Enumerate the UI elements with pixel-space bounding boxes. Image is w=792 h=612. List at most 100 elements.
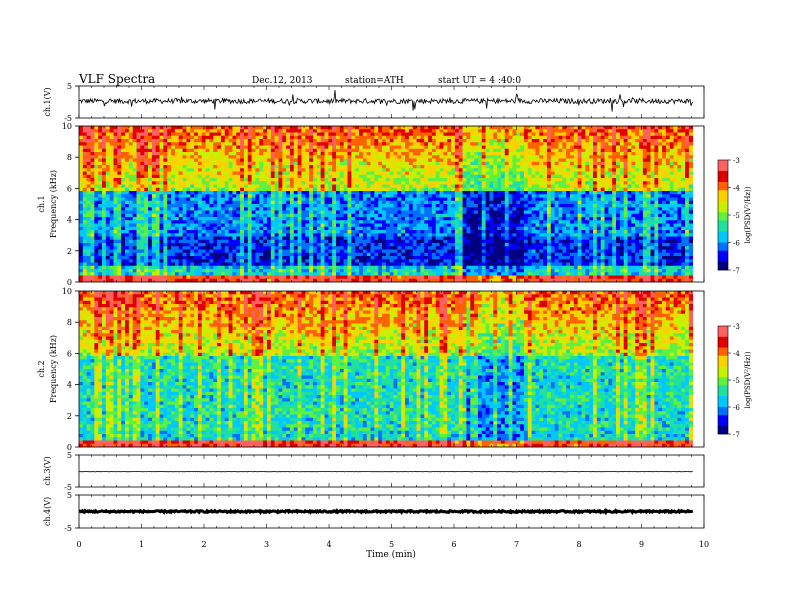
spectrogram-cell bbox=[393, 184, 398, 189]
spectrogram-cell bbox=[213, 220, 218, 224]
spectrogram-cell bbox=[397, 168, 402, 172]
spectrogram-cell bbox=[347, 178, 352, 182]
spectrogram-cell bbox=[132, 243, 137, 247]
spectrogram-cell bbox=[167, 187, 172, 192]
spectrogram-cell bbox=[144, 256, 149, 260]
spectrogram-cell bbox=[316, 213, 321, 218]
spectrogram-cell bbox=[86, 272, 91, 276]
spectrogram-cell bbox=[182, 220, 187, 224]
spectrogram-cell bbox=[128, 233, 134, 237]
spectrogram-cell bbox=[458, 197, 463, 202]
spectrogram-cell bbox=[220, 207, 226, 211]
spectrogram-cell bbox=[447, 174, 452, 179]
spectrogram-cell bbox=[240, 275, 245, 280]
spectrogram-cell bbox=[343, 213, 348, 218]
spectrogram-cell bbox=[366, 269, 371, 273]
spectrogram-cell bbox=[259, 223, 264, 228]
spectrogram-cell bbox=[178, 259, 183, 263]
spectrogram-cell bbox=[282, 135, 287, 140]
spectrogram-cell bbox=[102, 142, 107, 146]
spectrogram-cell bbox=[366, 152, 371, 156]
spectrogram-cell bbox=[328, 220, 333, 224]
spectrogram-cell bbox=[378, 165, 383, 169]
spectrogram-cell bbox=[293, 243, 298, 247]
spectrogram-cell bbox=[301, 197, 306, 202]
spectrogram-cell bbox=[247, 135, 252, 140]
spectrogram-cell bbox=[424, 272, 429, 276]
spectrogram-cell bbox=[309, 135, 314, 140]
spectrogram-cell bbox=[454, 181, 460, 185]
spectrogram-cell bbox=[366, 197, 371, 202]
spectrogram-cell bbox=[443, 126, 448, 130]
spectrogram-cell bbox=[228, 272, 233, 276]
spectrogram-cell bbox=[163, 145, 168, 150]
spectrogram-cell bbox=[251, 265, 256, 270]
spectrogram-cell bbox=[309, 275, 314, 280]
spectrogram-cell bbox=[458, 152, 463, 156]
spectrogram-cell bbox=[255, 145, 260, 150]
spectrogram-cell bbox=[309, 191, 314, 195]
spectrogram-cell bbox=[266, 132, 272, 137]
spectrogram-cell bbox=[102, 200, 107, 205]
spectrogram-cell bbox=[213, 246, 218, 250]
spectrogram-cell bbox=[289, 135, 295, 140]
spectrogram-cell bbox=[458, 272, 463, 276]
spectrogram-cell bbox=[220, 132, 226, 137]
spectrogram-cell bbox=[328, 269, 333, 273]
spectrogram-cell bbox=[359, 278, 364, 283]
spectrogram-cell bbox=[194, 187, 199, 192]
spectrogram-cell bbox=[355, 259, 360, 263]
spectrogram-cell bbox=[374, 152, 379, 156]
spectrogram-cell bbox=[439, 204, 444, 208]
spectrogram-cell bbox=[309, 181, 314, 185]
spectrogram-cell bbox=[454, 239, 460, 244]
spectrogram-cell bbox=[351, 252, 356, 257]
spectrogram-cell bbox=[266, 126, 272, 130]
spectrogram-cell bbox=[243, 178, 249, 182]
spectrogram-cell bbox=[247, 226, 252, 231]
spectrogram-cell bbox=[243, 187, 249, 192]
spectrogram-cell bbox=[140, 230, 145, 234]
spectrogram-cell bbox=[336, 213, 341, 218]
spectrogram-cell bbox=[397, 126, 402, 130]
spectrogram-cell bbox=[117, 259, 122, 263]
spectrogram-cell bbox=[243, 210, 249, 215]
spectrogram-cell bbox=[270, 152, 275, 156]
spectrogram-cell bbox=[186, 161, 191, 166]
spectrogram-cell bbox=[136, 178, 141, 182]
spectrogram-cell bbox=[270, 142, 275, 146]
spectrogram-cell bbox=[312, 129, 318, 133]
spectrogram-cell bbox=[113, 213, 118, 218]
spectrogram-cell bbox=[382, 178, 387, 182]
spectrogram-cell bbox=[132, 194, 137, 198]
spectrogram-cell bbox=[405, 165, 410, 169]
spectrogram-cell bbox=[217, 145, 222, 150]
spectrogram-cell bbox=[339, 278, 344, 283]
spectrogram-cell bbox=[382, 256, 387, 260]
spectrogram-cell bbox=[90, 256, 95, 260]
spectrogram-cell bbox=[259, 246, 264, 250]
spectrogram-cell bbox=[286, 256, 291, 260]
spectrogram-cell bbox=[355, 181, 360, 185]
spectrogram-cell bbox=[140, 152, 145, 156]
spectrogram-cell bbox=[113, 135, 118, 140]
spectrogram-cell bbox=[382, 135, 387, 140]
spectrogram-cell bbox=[263, 265, 268, 270]
spectrogram-cell bbox=[82, 204, 87, 208]
spectrogram-cell bbox=[121, 184, 126, 189]
spectrogram-cell bbox=[297, 132, 302, 137]
spectrogram-cell bbox=[232, 217, 237, 221]
spectrogram-cell bbox=[401, 230, 406, 234]
spectrogram-cell bbox=[259, 265, 264, 270]
spectrogram-cell bbox=[447, 249, 452, 254]
spectrogram-cell bbox=[359, 161, 364, 166]
spectrogram-cell bbox=[389, 152, 394, 156]
spectrogram-cell bbox=[190, 243, 195, 247]
spectrogram-cell bbox=[385, 135, 391, 140]
spectrogram-cell bbox=[163, 155, 168, 159]
spectrogram-cell bbox=[197, 278, 203, 283]
spectrogram-cell bbox=[178, 165, 183, 169]
spectrogram-cell bbox=[90, 135, 95, 140]
spectrogram-cell bbox=[90, 197, 95, 202]
spectrogram-cell bbox=[220, 168, 226, 172]
